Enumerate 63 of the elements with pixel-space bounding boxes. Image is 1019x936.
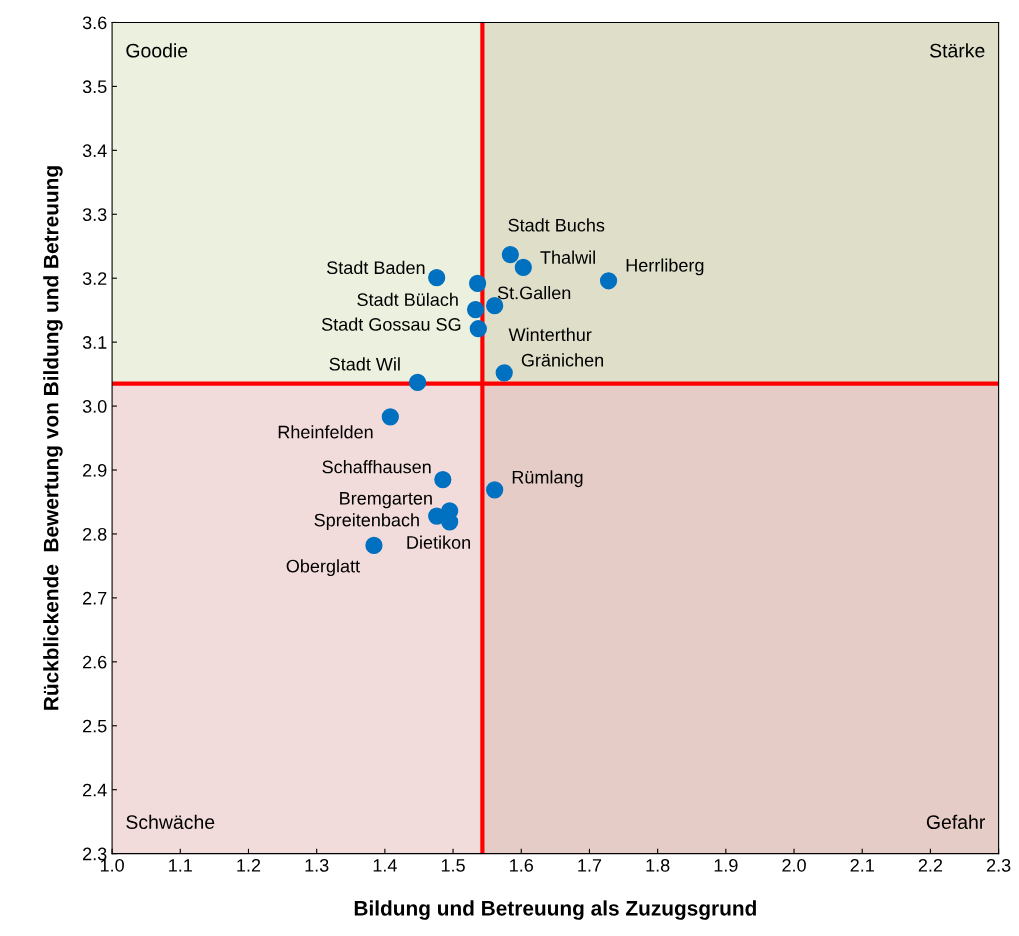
y-tick-label: 3.3 — [82, 208, 107, 221]
y-tick-label: 3.6 — [82, 16, 107, 30]
annotation: Herrliberg — [626, 258, 704, 276]
annotation: Schwäche — [126, 814, 215, 830]
annotation: Stärke — [930, 43, 985, 58]
annotation: Stadt Bülach — [357, 292, 458, 307]
x-tick-label: 2.3 — [986, 858, 1011, 872]
y-tick-label: 3.4 — [82, 144, 107, 158]
x-tick-label: 2.1 — [850, 858, 874, 872]
point — [469, 320, 487, 338]
annotation: Gefahr — [926, 814, 985, 830]
annotation: Stadt Wil — [329, 357, 400, 371]
y-tick-label: 3.1 — [82, 336, 107, 349]
annotation: Stadt Gossau SG — [321, 317, 461, 331]
y-tick-label: 2.4 — [83, 783, 107, 797]
point — [408, 373, 427, 392]
annotation: Winterthur — [508, 327, 592, 342]
x-tick-label: 1.3 — [305, 858, 329, 872]
point — [428, 268, 446, 287]
annotation: Stadt Baden — [327, 260, 425, 275]
x-tick-label: 2.2 — [918, 858, 943, 872]
y-tick-label: 2.6 — [83, 655, 107, 669]
annotation: Spreitenbach — [314, 513, 419, 531]
point — [501, 245, 519, 264]
x-axis-title: Bildung und Betreuung als Zuzugsgrund — [354, 900, 756, 920]
x-tick-label: 1.5 — [441, 859, 465, 872]
annotation: Rümlang — [512, 470, 583, 488]
annotation: Oberglatt — [286, 559, 360, 577]
y-tick-label: 2.9 — [83, 463, 107, 477]
point — [434, 470, 452, 489]
x-tick-label: 2.0 — [782, 858, 806, 872]
annotation: Bremgarten — [340, 492, 432, 509]
x-tick-label: 1.6 — [510, 858, 534, 872]
point — [495, 364, 513, 382]
point — [468, 274, 487, 292]
point — [486, 481, 504, 499]
annotation: Dietikon — [407, 535, 470, 549]
y-tick-label: 2.7 — [83, 591, 107, 605]
x-tick-label: 1.4 — [373, 859, 397, 872]
point — [466, 300, 485, 319]
point — [599, 272, 618, 290]
point — [365, 536, 383, 555]
y-tick-label: 3.0 — [82, 400, 107, 413]
annotation: St.Gallen — [497, 286, 571, 300]
x-tick-label: 1.2 — [237, 858, 261, 872]
annotation: Thalwil — [540, 250, 595, 264]
annotation: Stadt Buchs — [508, 218, 605, 232]
y-tick-label: 2.3 — [83, 847, 107, 861]
point — [514, 258, 532, 276]
x-tick-label: 1.7 — [578, 859, 602, 872]
annotation: Schaffhausen — [322, 460, 431, 474]
x-tick-label: 1.1 — [169, 859, 192, 872]
y-tick-label: 2.8 — [83, 527, 107, 541]
x-tick-label: 1.9 — [714, 858, 738, 872]
y-axis-title: Rückblickende Bewertung von Bildung und Betreuung — [43, 166, 63, 710]
annotation: Rheinfelden — [278, 425, 373, 439]
y-tick-label: 3.5 — [82, 80, 107, 94]
annotation: Goodie — [126, 43, 188, 58]
y-tick-label: 2.5 — [83, 719, 107, 733]
x-tick-label: 1.8 — [646, 858, 670, 872]
point — [381, 408, 399, 426]
y-tick-label: 3.2 — [82, 272, 107, 285]
annotation: Gränichen — [521, 353, 604, 367]
